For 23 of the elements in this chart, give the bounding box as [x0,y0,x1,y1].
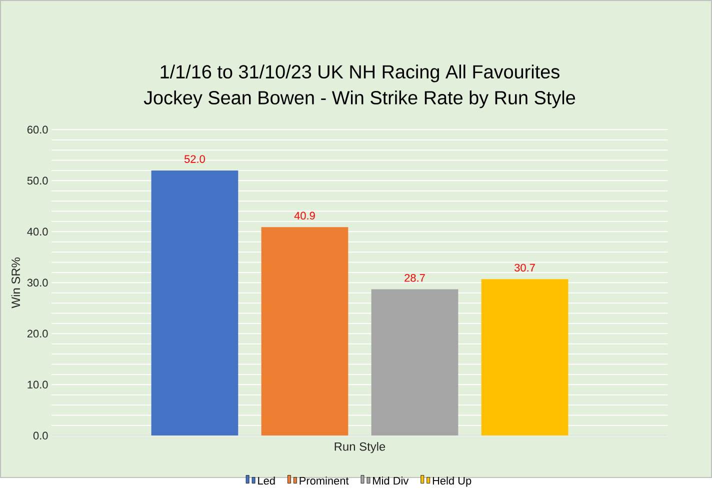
legend-label: Led [258,476,275,485]
y-tick-label: 10.0 [28,380,48,389]
y-tick-label: 40.0 [27,228,48,236]
legend-label: Prominent [300,476,349,485]
bar [371,289,458,436]
y-tick-label: 20.0 [27,330,48,338]
chart-title: 1/1/16 to 31/10/23 UK NH Racing All Favourites [160,64,560,82]
y-tick-label: 50.0 [27,176,48,185]
bar [481,279,568,436]
chart-subtitle: Jockey Sean Bowen - Win Strike Rate by Run Style [144,90,576,108]
data-label: 28.7 [404,274,425,282]
data-label: 52.0 [184,155,205,163]
y-tick-label: 0.0 [33,432,48,440]
data-label: 40.9 [294,212,315,220]
bar [151,170,238,436]
y-axis-title: Win SR% [11,258,20,308]
data-label: 30.7 [514,264,535,272]
bar [261,227,348,436]
y-tick-label: 60.0 [27,126,48,134]
legend-label: Mid Div [373,476,409,485]
legend-label: Held Up [432,476,472,487]
y-tick-label: 30.0 [27,278,48,287]
x-axis-title: Run Style [334,442,386,454]
